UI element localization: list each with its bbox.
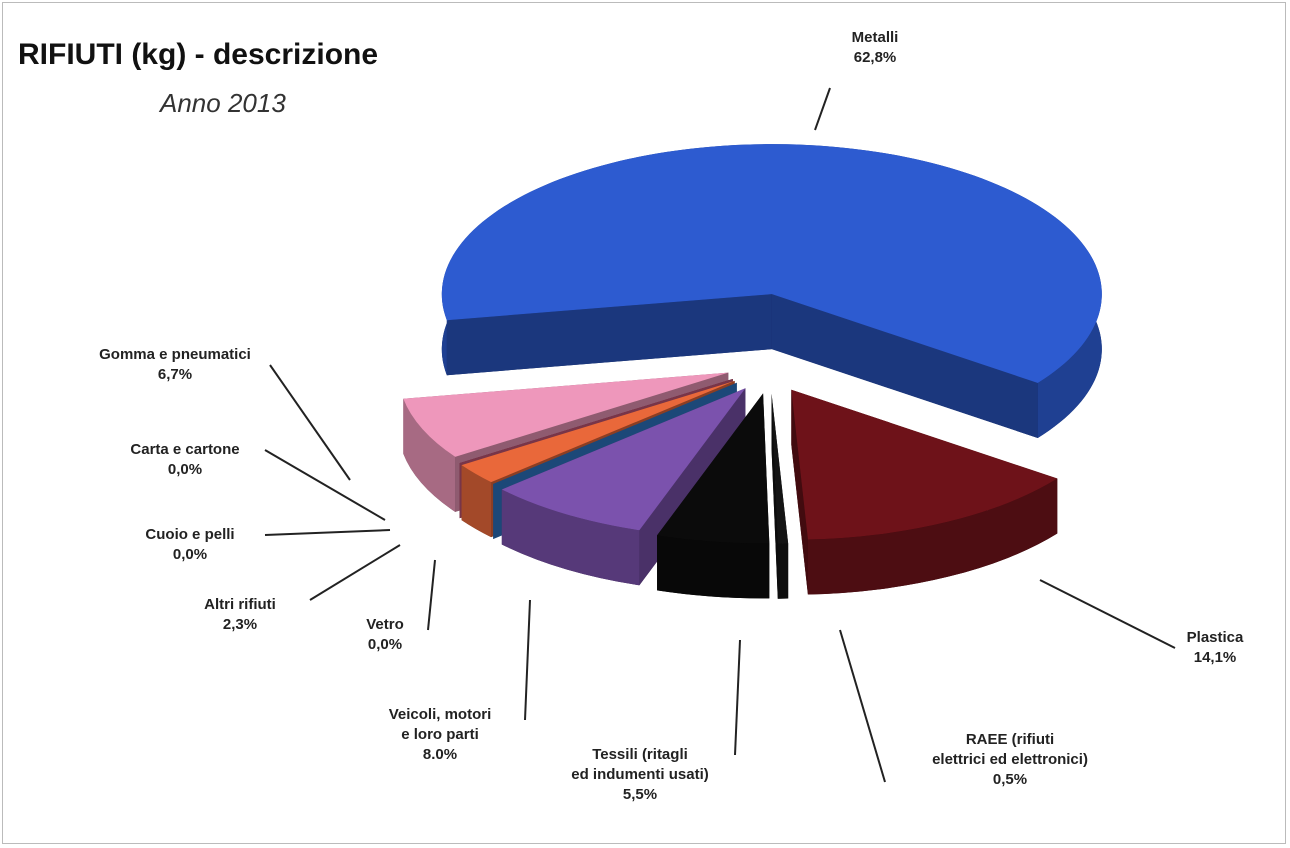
leader-line xyxy=(814,87,831,131)
slice-label: Veicoli, motori e loro parti xyxy=(388,706,492,743)
leader-line xyxy=(309,544,401,601)
slice-side xyxy=(791,389,808,595)
slice-label: Cuoio e pelli xyxy=(145,526,235,543)
slice-value-label: 6,7% xyxy=(157,366,193,383)
slice-rim xyxy=(461,465,492,538)
slice-rim xyxy=(657,535,770,599)
slice-rim xyxy=(777,543,789,599)
slice xyxy=(771,393,789,599)
slice-value-label: 2,3% xyxy=(222,616,258,633)
slice-label: RAEE (rifiuti elettrici ed elettronici) xyxy=(932,731,1088,768)
slice-top xyxy=(459,378,733,464)
slice-rim xyxy=(403,398,456,512)
slice-label: Vetro xyxy=(366,616,404,633)
slice-top xyxy=(403,372,729,457)
slice-top xyxy=(493,382,737,484)
leader-line xyxy=(734,639,741,756)
slice-label: Plastica xyxy=(1186,629,1244,646)
slice-top xyxy=(791,389,1058,540)
slice-value-label: 8.0% xyxy=(422,746,458,763)
leader-line xyxy=(264,529,391,536)
slice-top xyxy=(441,144,1102,383)
leader-line xyxy=(264,449,386,521)
slice-label: Altri rifiuti xyxy=(204,596,276,613)
slice-rim xyxy=(501,489,640,586)
leader-line xyxy=(427,559,436,631)
slice-top xyxy=(657,393,770,544)
leader-line xyxy=(269,364,351,481)
slice xyxy=(441,144,1102,438)
slice-side xyxy=(771,294,1038,438)
slice-label: Carta e cartone xyxy=(130,441,240,458)
slice-value-label: 0,0% xyxy=(172,546,208,563)
slice xyxy=(657,393,770,599)
slice-value-label: 14,1% xyxy=(1193,649,1237,666)
slice-value-label: 0,5% xyxy=(992,771,1028,788)
leader-line xyxy=(839,629,886,783)
chart-title: RIFIUTI (kg) - descrizione xyxy=(18,38,379,71)
slice-label: Gomma e pneumatici xyxy=(99,346,251,363)
slice-top xyxy=(461,380,735,483)
slice-value-label: 0,0% xyxy=(167,461,203,478)
slice-rim xyxy=(807,478,1058,595)
leader-line xyxy=(1039,579,1176,649)
slice xyxy=(501,388,746,586)
slice-value-label: 0,0% xyxy=(367,636,403,653)
slice-top xyxy=(771,393,789,544)
slice-label: Tessili (ritagli ed indumenti usati) xyxy=(571,746,709,783)
slice-value-label: 5,5% xyxy=(622,786,658,803)
slice-value-label: 62,8% xyxy=(853,49,897,66)
slice-side xyxy=(446,294,772,376)
slice xyxy=(791,389,1058,595)
slice-side xyxy=(771,393,778,599)
leader-line xyxy=(524,599,531,721)
slice-label: Metalli xyxy=(851,29,899,46)
chart-subtitle: Anno 2013 xyxy=(160,88,286,118)
slice-top xyxy=(501,388,746,531)
